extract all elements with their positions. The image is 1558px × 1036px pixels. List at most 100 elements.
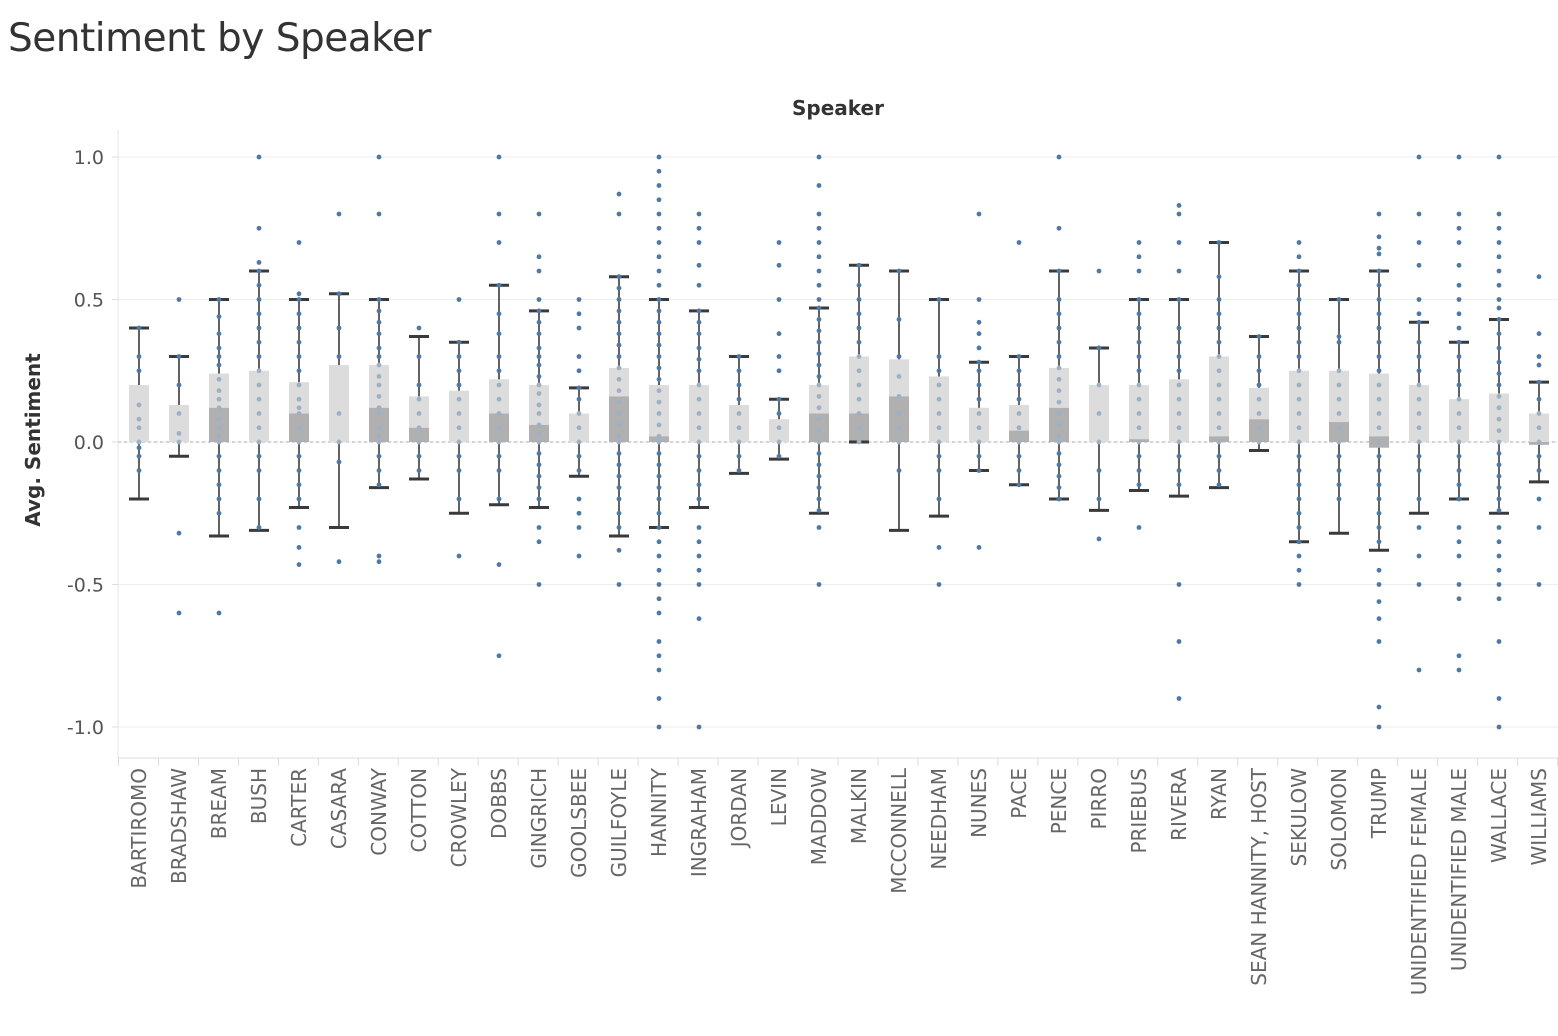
outlier-point xyxy=(1456,225,1462,231)
data-point xyxy=(216,468,222,473)
data-point xyxy=(456,396,462,402)
data-point xyxy=(936,425,942,431)
data-point xyxy=(1056,433,1062,439)
data-point xyxy=(1176,339,1182,345)
data-point xyxy=(1136,311,1142,317)
data-point xyxy=(1536,439,1542,445)
data-point xyxy=(1056,339,1062,345)
data-point xyxy=(136,354,142,359)
data-point xyxy=(656,365,662,371)
outlier-point xyxy=(1496,225,1502,231)
data-point xyxy=(816,496,822,502)
data-point xyxy=(296,439,302,445)
outlier-point xyxy=(1136,525,1142,530)
data-point xyxy=(456,425,462,431)
data-point xyxy=(216,388,222,394)
data-point xyxy=(296,325,302,331)
data-point xyxy=(1056,422,1062,428)
data-point xyxy=(536,462,542,468)
data-point xyxy=(1376,482,1382,488)
data-point xyxy=(1336,439,1342,445)
data-point xyxy=(376,394,382,399)
outlier-point xyxy=(816,297,822,302)
boxes-layer xyxy=(129,241,1549,552)
data-point xyxy=(856,311,862,317)
data-point xyxy=(216,362,222,368)
data-point xyxy=(1016,453,1022,459)
outlier-point xyxy=(376,154,382,160)
data-point xyxy=(1536,468,1542,473)
box-upper xyxy=(1329,370,1349,423)
data-point xyxy=(1016,368,1022,374)
data-point xyxy=(1096,382,1102,388)
data-point xyxy=(656,308,662,314)
data-point xyxy=(496,368,502,374)
data-point xyxy=(936,496,942,502)
data-point xyxy=(1496,439,1502,445)
data-point xyxy=(616,411,622,416)
data-point xyxy=(536,391,542,396)
data-point xyxy=(816,439,822,445)
data-point xyxy=(1496,345,1502,351)
data-point xyxy=(1176,411,1182,416)
data-point xyxy=(496,439,502,445)
data-point xyxy=(656,342,662,348)
x-tick-label: SEAN HANNITY, HOST xyxy=(1247,767,1271,985)
data-point xyxy=(1376,297,1382,302)
box-upper xyxy=(729,404,749,442)
data-point xyxy=(696,368,702,374)
outlier-point xyxy=(1496,724,1502,730)
data-point xyxy=(576,385,582,391)
data-point xyxy=(1056,462,1062,468)
data-point xyxy=(1176,468,1182,473)
data-point xyxy=(1296,268,1302,274)
outlier-point xyxy=(176,610,182,616)
data-point xyxy=(336,325,342,331)
x-tick-label: BARTIROMO xyxy=(127,768,151,889)
x-tick-label: COTTON xyxy=(407,768,431,853)
x-tick-label: BRADSHAW xyxy=(167,768,191,884)
data-point xyxy=(416,439,422,445)
outlier-point xyxy=(1496,297,1502,302)
box-upper xyxy=(649,385,669,437)
outlier-point xyxy=(816,154,822,160)
data-point xyxy=(616,473,622,479)
data-point xyxy=(1016,354,1022,359)
data-point xyxy=(176,431,182,436)
outlier-point xyxy=(1376,704,1382,710)
data-point xyxy=(1256,396,1262,402)
data-point xyxy=(496,311,502,317)
data-point xyxy=(816,362,822,368)
box-upper xyxy=(329,365,349,442)
data-point xyxy=(456,354,462,359)
outlier-point xyxy=(776,368,782,374)
outlier-point xyxy=(1416,582,1422,587)
data-point xyxy=(256,368,262,374)
outlier-point xyxy=(1056,225,1062,231)
data-point xyxy=(1056,354,1062,359)
data-point xyxy=(1536,379,1542,385)
data-point xyxy=(616,496,622,502)
outlier-point xyxy=(1496,639,1502,644)
data-point xyxy=(696,453,702,459)
data-point xyxy=(736,368,742,374)
outlier-point xyxy=(656,724,662,730)
data-point xyxy=(536,485,542,490)
data-point xyxy=(976,468,982,473)
data-point xyxy=(696,396,702,402)
outlier-point xyxy=(1376,724,1382,730)
data-point xyxy=(536,496,542,502)
data-point xyxy=(1496,371,1502,376)
outlier-point xyxy=(656,567,662,573)
x-tick-label: CROWLEY xyxy=(447,767,471,867)
data-point xyxy=(1056,496,1062,502)
data-point xyxy=(296,453,302,459)
box-upper xyxy=(609,367,629,397)
data-point xyxy=(656,399,662,405)
data-point xyxy=(1376,354,1382,359)
data-point xyxy=(296,311,302,317)
data-point xyxy=(336,291,342,297)
outlier-point xyxy=(656,610,662,616)
data-point xyxy=(736,439,742,445)
data-point xyxy=(256,411,262,416)
